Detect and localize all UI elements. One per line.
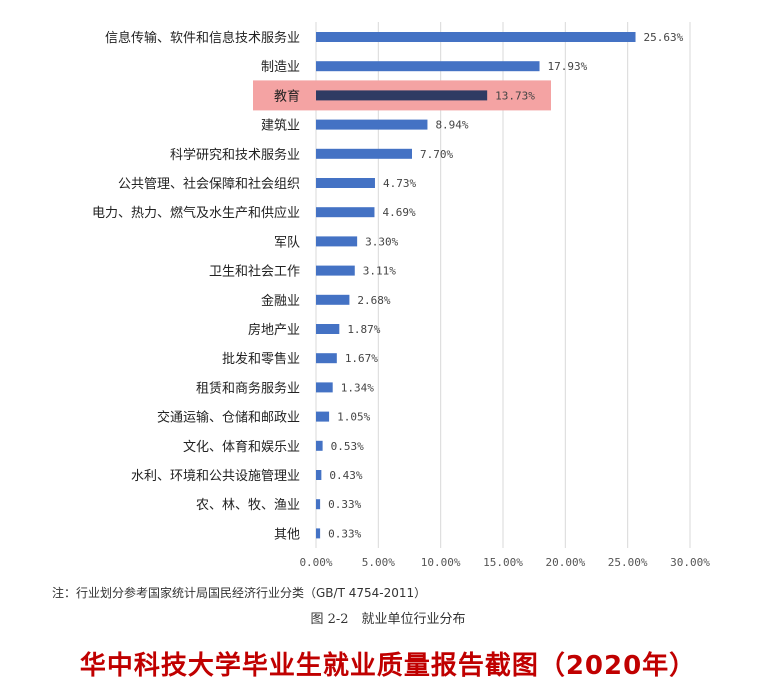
value-label: 25.63%	[644, 31, 684, 44]
category-label: 文化、体育和娱乐业	[183, 439, 300, 455]
value-label: 4.73%	[383, 177, 416, 190]
value-label: 0.33%	[328, 498, 361, 511]
figure-caption: 图 2-2 就业单位行业分布	[310, 612, 466, 627]
bar-16	[316, 499, 321, 510]
value-label: 17.93%	[548, 60, 588, 73]
bar-7	[316, 236, 358, 247]
x-tick-label: 20.00%	[545, 556, 585, 569]
x-tick-label: 25.00%	[608, 556, 648, 569]
x-tick-label: 30.00%	[670, 556, 710, 569]
bar-4	[316, 148, 412, 159]
category-label: 公共管理、社会保障和社会组织	[118, 176, 300, 192]
bar-13	[316, 411, 330, 422]
value-label: 13.73%	[495, 89, 535, 102]
bar-9	[316, 294, 350, 305]
category-label: 制造业	[261, 60, 300, 75]
overlay-title: 华中科技大学毕业生就业质量报告截图（2020年）	[79, 651, 697, 681]
value-label: 1.34%	[341, 381, 374, 394]
bar-15	[316, 470, 322, 480]
category-label: 租赁和商务服务业	[196, 380, 300, 396]
value-label: 0.33%	[328, 527, 361, 540]
value-label: 7.70%	[420, 148, 453, 161]
bar-6	[316, 207, 375, 218]
value-label: 1.05%	[337, 411, 370, 424]
x-tick-label: 10.00%	[421, 556, 461, 569]
category-label: 交通运输、仓储和邮政业	[157, 410, 300, 426]
value-label: 3.30%	[365, 235, 398, 248]
bar-3	[316, 119, 428, 130]
bar-0	[316, 32, 636, 42]
bar-8	[316, 265, 355, 276]
category-label: 科学研究和技术服务业	[170, 147, 300, 163]
bars	[316, 32, 636, 539]
category-label: 房地产业	[248, 322, 300, 338]
bar-5	[316, 178, 375, 188]
category-labels: 信息传输、软件和信息技术服务业制造业教育建筑业科学研究和技术服务业公共管理、社会…	[92, 30, 300, 542]
category-label: 卫生和社会工作	[209, 264, 300, 280]
category-label: 水利、环境和公共设施管理业	[131, 469, 300, 484]
x-tick-label: 15.00%	[483, 556, 523, 569]
bar-2	[316, 90, 488, 101]
value-label: 1.87%	[347, 323, 380, 336]
value-label: 2.68%	[357, 294, 390, 307]
value-labels: 25.63% 17.93% 13.73% 8.94% 7.70% 4.73% 4.69% 3.…	[328, 31, 684, 540]
bar-14	[316, 440, 323, 451]
value-label: 1.67%	[345, 352, 378, 365]
category-label: 信息传输、软件和信息技术服务业	[105, 30, 300, 46]
bar-chart: 信息传输、软件和信息技术服务业制造业教育建筑业科学研究和技术服务业公共管理、社会…	[92, 22, 710, 569]
footnote: 注：行业划分参考国家统计局国民经济行业分类（GB/T 4754-2011）	[52, 586, 427, 600]
bar-1	[316, 61, 540, 72]
category-label: 电力、热力、燃气及水生产和供应业	[92, 205, 300, 221]
value-label: 0.43%	[329, 469, 362, 482]
category-label: 金融业	[261, 293, 300, 309]
x-tick-label: 0.00%	[299, 556, 332, 569]
bar-10	[316, 324, 340, 334]
bar-12	[316, 382, 333, 393]
bar-17	[316, 528, 321, 539]
category-label: 农、林、牧、渔业	[196, 498, 300, 513]
category-label: 建筑业	[261, 118, 300, 134]
bar-11	[316, 353, 337, 364]
category-label: 批发和零售业	[222, 351, 300, 367]
category-label: 教育	[274, 88, 300, 104]
value-label: 4.69%	[382, 206, 415, 219]
category-label: 军队	[274, 235, 300, 250]
x-axis-tick-labels: 0.00% 5.00% 10.00% 15.00% 20.00% 25.00% 30.00%	[299, 556, 710, 569]
category-label: 其他	[274, 527, 300, 542]
value-label: 8.94%	[435, 119, 468, 132]
x-tick-label: 5.00%	[362, 556, 395, 569]
value-label: 3.11%	[363, 265, 396, 278]
value-label: 0.53%	[331, 440, 364, 453]
